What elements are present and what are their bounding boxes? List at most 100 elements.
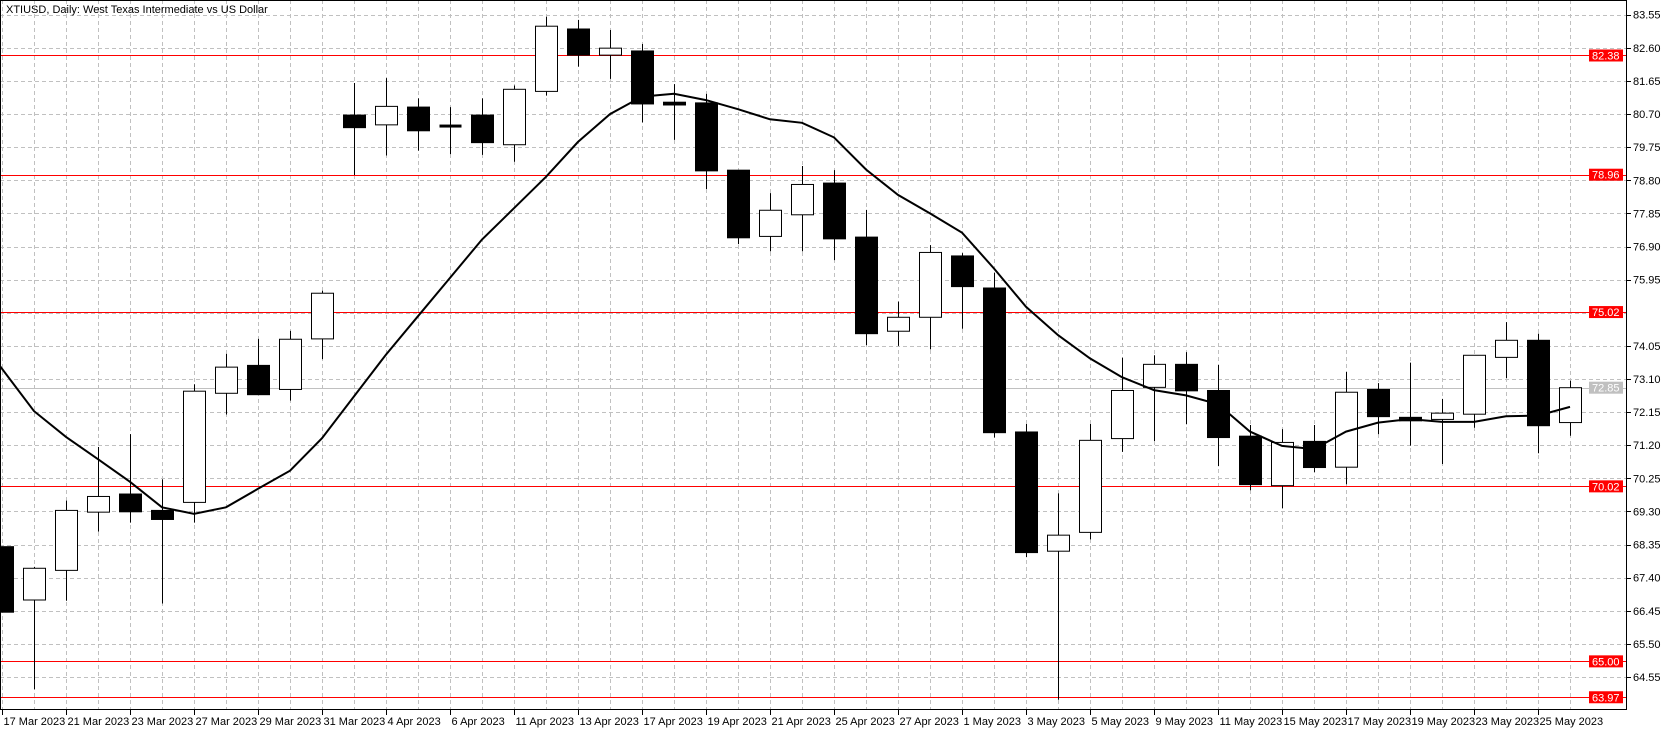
candle-body-bearish bbox=[567, 28, 590, 56]
candle-body-bullish bbox=[1463, 354, 1486, 415]
price-tick-label: 71.20 bbox=[1633, 440, 1661, 452]
candle-body-bearish bbox=[951, 255, 974, 288]
candle-body-bullish bbox=[535, 25, 558, 92]
candle-body-bullish bbox=[1079, 439, 1102, 533]
price-tick-label: 70.25 bbox=[1633, 473, 1661, 485]
candle-body-bullish bbox=[1559, 387, 1582, 424]
candle-body-bullish bbox=[887, 316, 910, 332]
date-tick-label: 17 Apr 2023 bbox=[644, 716, 703, 728]
date-tick-label: 17 Mar 2023 bbox=[4, 716, 66, 728]
chart-title: XTIUSD, Daily: West Texas Intermediate v… bbox=[6, 4, 268, 16]
moving-average bbox=[0, 92, 1571, 515]
price-level-label: 82.38 bbox=[1592, 50, 1620, 62]
price-tick-label: 65.50 bbox=[1633, 639, 1661, 651]
price-level-label: 65.00 bbox=[1592, 656, 1620, 668]
price-tick-label: 64.55 bbox=[1633, 672, 1661, 684]
candle-body-bearish bbox=[343, 114, 366, 129]
candle-body-bullish bbox=[919, 251, 942, 318]
price-tick-label: 80.70 bbox=[1633, 109, 1661, 121]
moving-average-line bbox=[0, 92, 1571, 515]
candle-body-bearish bbox=[0, 546, 14, 613]
price-level-label-bg bbox=[1589, 49, 1623, 62]
candle-body-bullish bbox=[1143, 363, 1166, 388]
price-tick-label: 69.30 bbox=[1633, 506, 1661, 518]
candle-body-bullish bbox=[791, 183, 814, 216]
price-level-label: 63.97 bbox=[1592, 692, 1620, 704]
date-tick-label: 23 Mar 2023 bbox=[132, 716, 194, 728]
current-price-label: 72.85 bbox=[1592, 383, 1620, 395]
price-tick-label: 66.45 bbox=[1633, 606, 1661, 618]
candle-body-bearish bbox=[119, 493, 142, 513]
price-tick-label: 75.95 bbox=[1633, 275, 1661, 287]
candle-body-bullish bbox=[1111, 389, 1134, 440]
price-level-label: 75.02 bbox=[1592, 307, 1620, 319]
price-level-labels: 82.38 78.96 75.02 70.02 65.00 63.97 72.85 bbox=[1589, 49, 1623, 704]
candle-body-bearish bbox=[1015, 431, 1038, 554]
candle-body-doji bbox=[439, 124, 462, 128]
date-tick-label: 23 May 2023 bbox=[1476, 716, 1540, 728]
time-axis[interactable]: 17 Mar 2023 21 Mar 2023 23 Mar 2023 27 Mar … bbox=[2, 710, 1604, 728]
candle-body-bearish bbox=[823, 182, 846, 240]
date-tick-label: 15 May 2023 bbox=[1284, 716, 1348, 728]
candle-body-bullish bbox=[1271, 441, 1294, 487]
candle-body-bearish bbox=[663, 101, 686, 106]
price-tick-label: 78.80 bbox=[1633, 175, 1661, 187]
price-tick-label: 77.85 bbox=[1633, 208, 1661, 220]
price-level-label-bg bbox=[1589, 480, 1623, 493]
candle-body-bearish bbox=[151, 509, 174, 520]
date-tick-label: 29 Mar 2023 bbox=[260, 716, 322, 728]
price-level-label-bg bbox=[1589, 655, 1623, 668]
date-tick-label: 21 Mar 2023 bbox=[68, 716, 130, 728]
candle-body-bullish bbox=[23, 567, 46, 601]
price-level-label-bg bbox=[1589, 306, 1623, 319]
candle-body-bearish bbox=[631, 50, 654, 105]
price-tick-label: 81.65 bbox=[1633, 76, 1661, 88]
candle-body-bearish bbox=[983, 287, 1006, 434]
price-tick-label: 79.75 bbox=[1633, 142, 1661, 154]
candle-body-bearish bbox=[247, 364, 270, 396]
candle-body-bullish bbox=[375, 105, 398, 126]
date-tick-label: 27 Apr 2023 bbox=[900, 716, 959, 728]
price-tick-label: 82.60 bbox=[1633, 43, 1661, 55]
price-tick-label: 73.10 bbox=[1633, 374, 1661, 386]
candle-body-bearish bbox=[471, 114, 494, 144]
date-tick-label: 3 May 2023 bbox=[1028, 716, 1085, 728]
date-tick-label: 17 May 2023 bbox=[1348, 716, 1412, 728]
price-tick-label: 67.40 bbox=[1633, 573, 1661, 585]
candle-body-bullish bbox=[215, 366, 238, 394]
price-level-label: 70.02 bbox=[1592, 481, 1620, 493]
date-tick-label: 6 Apr 2023 bbox=[452, 716, 505, 728]
price-level-label: 78.96 bbox=[1592, 170, 1620, 182]
price-tick-label: 76.90 bbox=[1633, 242, 1661, 254]
candle-body-bearish bbox=[1527, 339, 1550, 427]
price-tick-label: 74.05 bbox=[1633, 341, 1661, 353]
candle-body-bullish bbox=[759, 209, 782, 237]
date-tick-label: 13 Apr 2023 bbox=[580, 716, 639, 728]
candle-body-bearish bbox=[407, 106, 430, 132]
candle-body-bullish bbox=[599, 47, 622, 56]
candle-body-bearish bbox=[855, 236, 878, 335]
date-tick-label: 21 Apr 2023 bbox=[772, 716, 831, 728]
grid bbox=[0, 0, 1627, 710]
plot-frame bbox=[0, 0, 1627, 710]
price-level-label-bg bbox=[1589, 691, 1623, 704]
candle-body-bullish bbox=[1335, 391, 1358, 468]
date-tick-label: 27 Mar 2023 bbox=[196, 716, 258, 728]
candle-body-bullish bbox=[1495, 339, 1518, 358]
date-tick-label: 5 May 2023 bbox=[1092, 716, 1149, 728]
candle-body-bullish bbox=[311, 292, 334, 340]
date-tick-label: 19 Apr 2023 bbox=[708, 716, 767, 728]
candle-body-bullish bbox=[55, 509, 78, 571]
date-tick-label: 19 May 2023 bbox=[1412, 716, 1476, 728]
candle-body-bearish bbox=[1367, 388, 1390, 418]
price-tick-label: 83.55 bbox=[1633, 10, 1661, 22]
price-axis[interactable]: 83.55 82.60 81.65 80.70 79.75 78.80 77.85 76.90… bbox=[1627, 10, 1661, 684]
candle-body-bullish bbox=[183, 390, 206, 503]
candle-body-bearish bbox=[1239, 435, 1262, 486]
candle-body-bullish bbox=[1431, 412, 1454, 420]
date-tick-label: 11 May 2023 bbox=[1220, 716, 1283, 728]
date-tick-label: 4 Apr 2023 bbox=[388, 716, 441, 728]
candle-body-bullish bbox=[87, 495, 110, 513]
candle-body-bearish bbox=[1175, 363, 1198, 392]
